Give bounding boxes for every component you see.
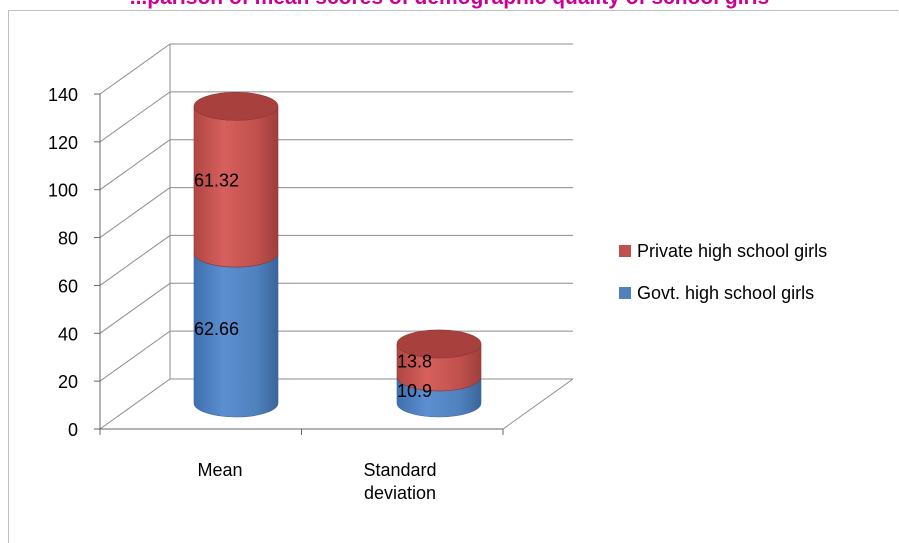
gridline-side xyxy=(99,282,171,334)
y-tick-label: 80 xyxy=(58,229,78,249)
legend-label: Govt. high school girls xyxy=(637,283,814,303)
y-tick-label: 0 xyxy=(68,420,78,440)
gridline-side xyxy=(99,330,171,382)
legend-swatch xyxy=(619,245,631,257)
bar-top-cap xyxy=(193,92,279,121)
chart-title: ...parison of mean scores of demographic… xyxy=(0,0,899,10)
y-tick-label: 20 xyxy=(58,372,78,392)
y-tick-label: 120 xyxy=(48,133,78,153)
y-tick-label: 140 xyxy=(48,85,78,105)
y-tick-label: 60 xyxy=(58,276,78,296)
data-label: 62.66 xyxy=(194,319,239,339)
legend-swatch xyxy=(619,287,631,299)
data-label: 13.8 xyxy=(397,351,432,371)
data-label: 61.32 xyxy=(194,171,239,191)
chart-frame xyxy=(8,10,898,543)
floor-right-edge xyxy=(502,378,574,430)
x-category-label: Mean xyxy=(197,460,242,480)
legend-label: Private high school girls xyxy=(637,241,827,261)
gridline-side xyxy=(99,235,171,286)
data-label: 10.9 xyxy=(397,381,432,401)
gridline-side xyxy=(99,43,171,95)
gridline-side xyxy=(99,187,171,238)
gridline-side xyxy=(99,139,171,191)
bar-layer xyxy=(193,92,482,418)
y-tick-label: 100 xyxy=(48,181,78,201)
y-tick-label: 40 xyxy=(58,324,78,344)
x-category-label: Standard deviation xyxy=(363,460,436,503)
gridline-side xyxy=(99,91,171,143)
legend: Private high school girls Govt. high scho… xyxy=(619,241,827,303)
gridline-side xyxy=(99,378,171,430)
grid-layer xyxy=(99,43,574,430)
axis-layer: 0 20 40 60 80 100 120 140 Mean Standard deviation xyxy=(48,85,504,503)
bar-top-cap xyxy=(396,329,482,359)
label-layer: 62.66 61.32 10.9 13.8 xyxy=(194,171,432,401)
